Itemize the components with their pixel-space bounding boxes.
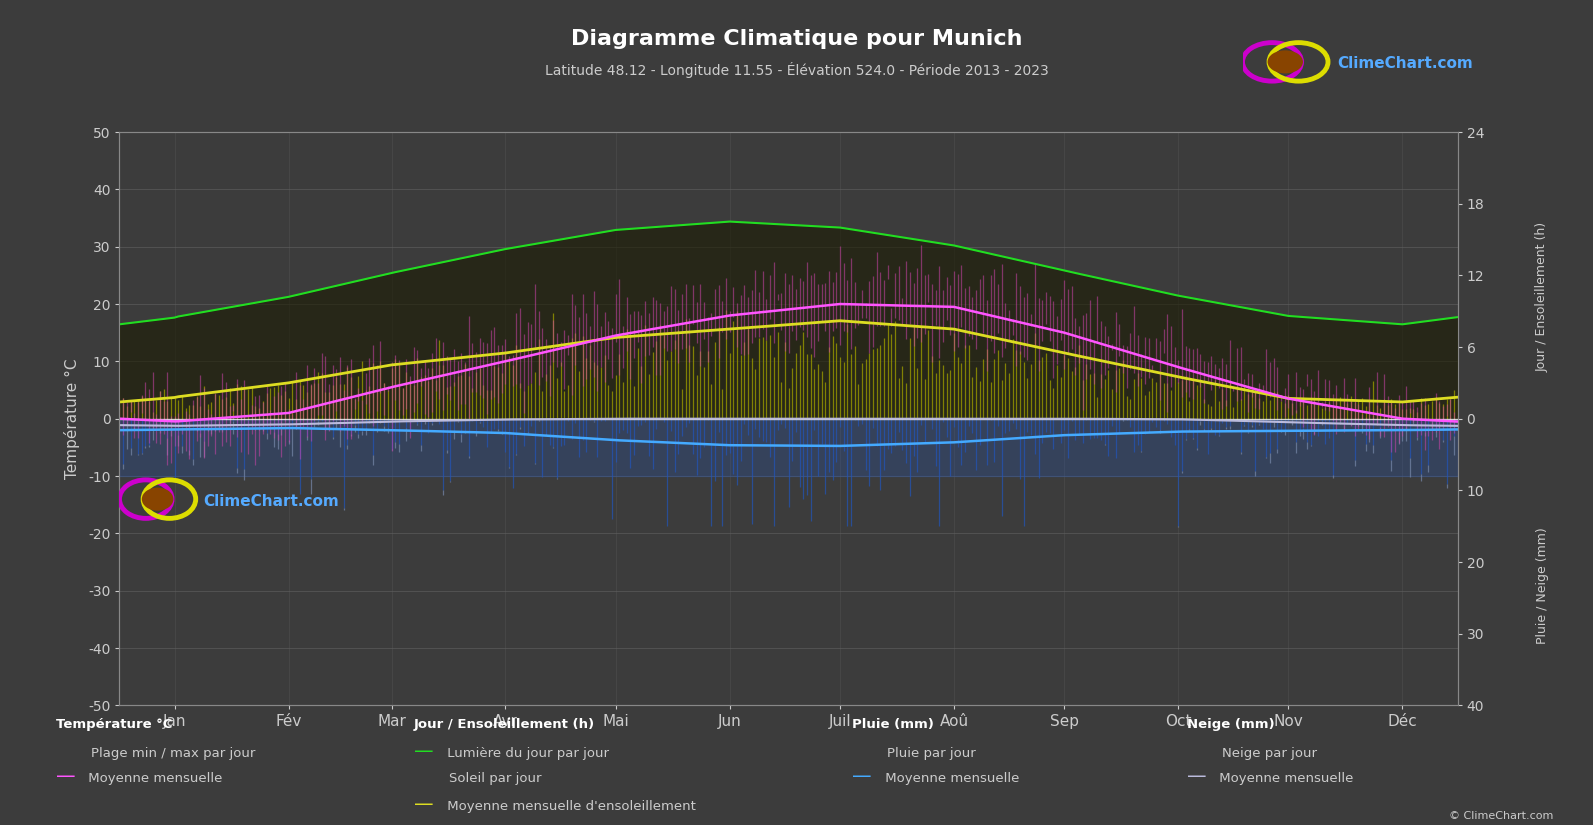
- Text: Neige par jour: Neige par jour: [1222, 747, 1317, 760]
- Text: Moyenne mensuelle: Moyenne mensuelle: [881, 772, 1020, 785]
- Circle shape: [142, 488, 174, 511]
- Text: Lumière du jour par jour: Lumière du jour par jour: [443, 747, 609, 760]
- Text: —: —: [852, 767, 871, 786]
- Text: Moyenne mensuelle: Moyenne mensuelle: [84, 772, 223, 785]
- Text: Plage min / max par jour: Plage min / max par jour: [91, 747, 255, 760]
- Text: Diagramme Climatique pour Munich: Diagramme Climatique pour Munich: [570, 29, 1023, 49]
- Text: Moyenne mensuelle d'ensoleillement: Moyenne mensuelle d'ensoleillement: [443, 800, 696, 813]
- Text: Soleil par jour: Soleil par jour: [449, 772, 542, 785]
- Text: —: —: [56, 767, 75, 786]
- Text: Latitude 48.12 - Longitude 11.55 - Élévation 524.0 - Période 2013 - 2023: Latitude 48.12 - Longitude 11.55 - Éléva…: [545, 62, 1048, 78]
- Text: © ClimeChart.com: © ClimeChart.com: [1448, 811, 1553, 821]
- Text: —: —: [1187, 767, 1206, 786]
- Text: Pluie / Neige (mm): Pluie / Neige (mm): [1536, 527, 1548, 644]
- Text: Température °C: Température °C: [56, 718, 172, 731]
- Text: Neige (mm): Neige (mm): [1187, 718, 1274, 731]
- Text: ClimeChart.com: ClimeChart.com: [204, 493, 339, 508]
- Text: ClimeChart.com: ClimeChart.com: [1337, 56, 1472, 71]
- Y-axis label: Température °C: Température °C: [64, 358, 80, 479]
- Text: Jour / Ensoleillement (h): Jour / Ensoleillement (h): [414, 718, 596, 731]
- Text: Pluie (mm): Pluie (mm): [852, 718, 933, 731]
- Text: —: —: [414, 795, 433, 814]
- Text: Jour / Ensoleillement (h): Jour / Ensoleillement (h): [1536, 222, 1548, 372]
- Text: —: —: [414, 742, 433, 761]
- Circle shape: [1268, 50, 1303, 73]
- Text: Moyenne mensuelle: Moyenne mensuelle: [1215, 772, 1354, 785]
- Text: Pluie par jour: Pluie par jour: [887, 747, 977, 760]
